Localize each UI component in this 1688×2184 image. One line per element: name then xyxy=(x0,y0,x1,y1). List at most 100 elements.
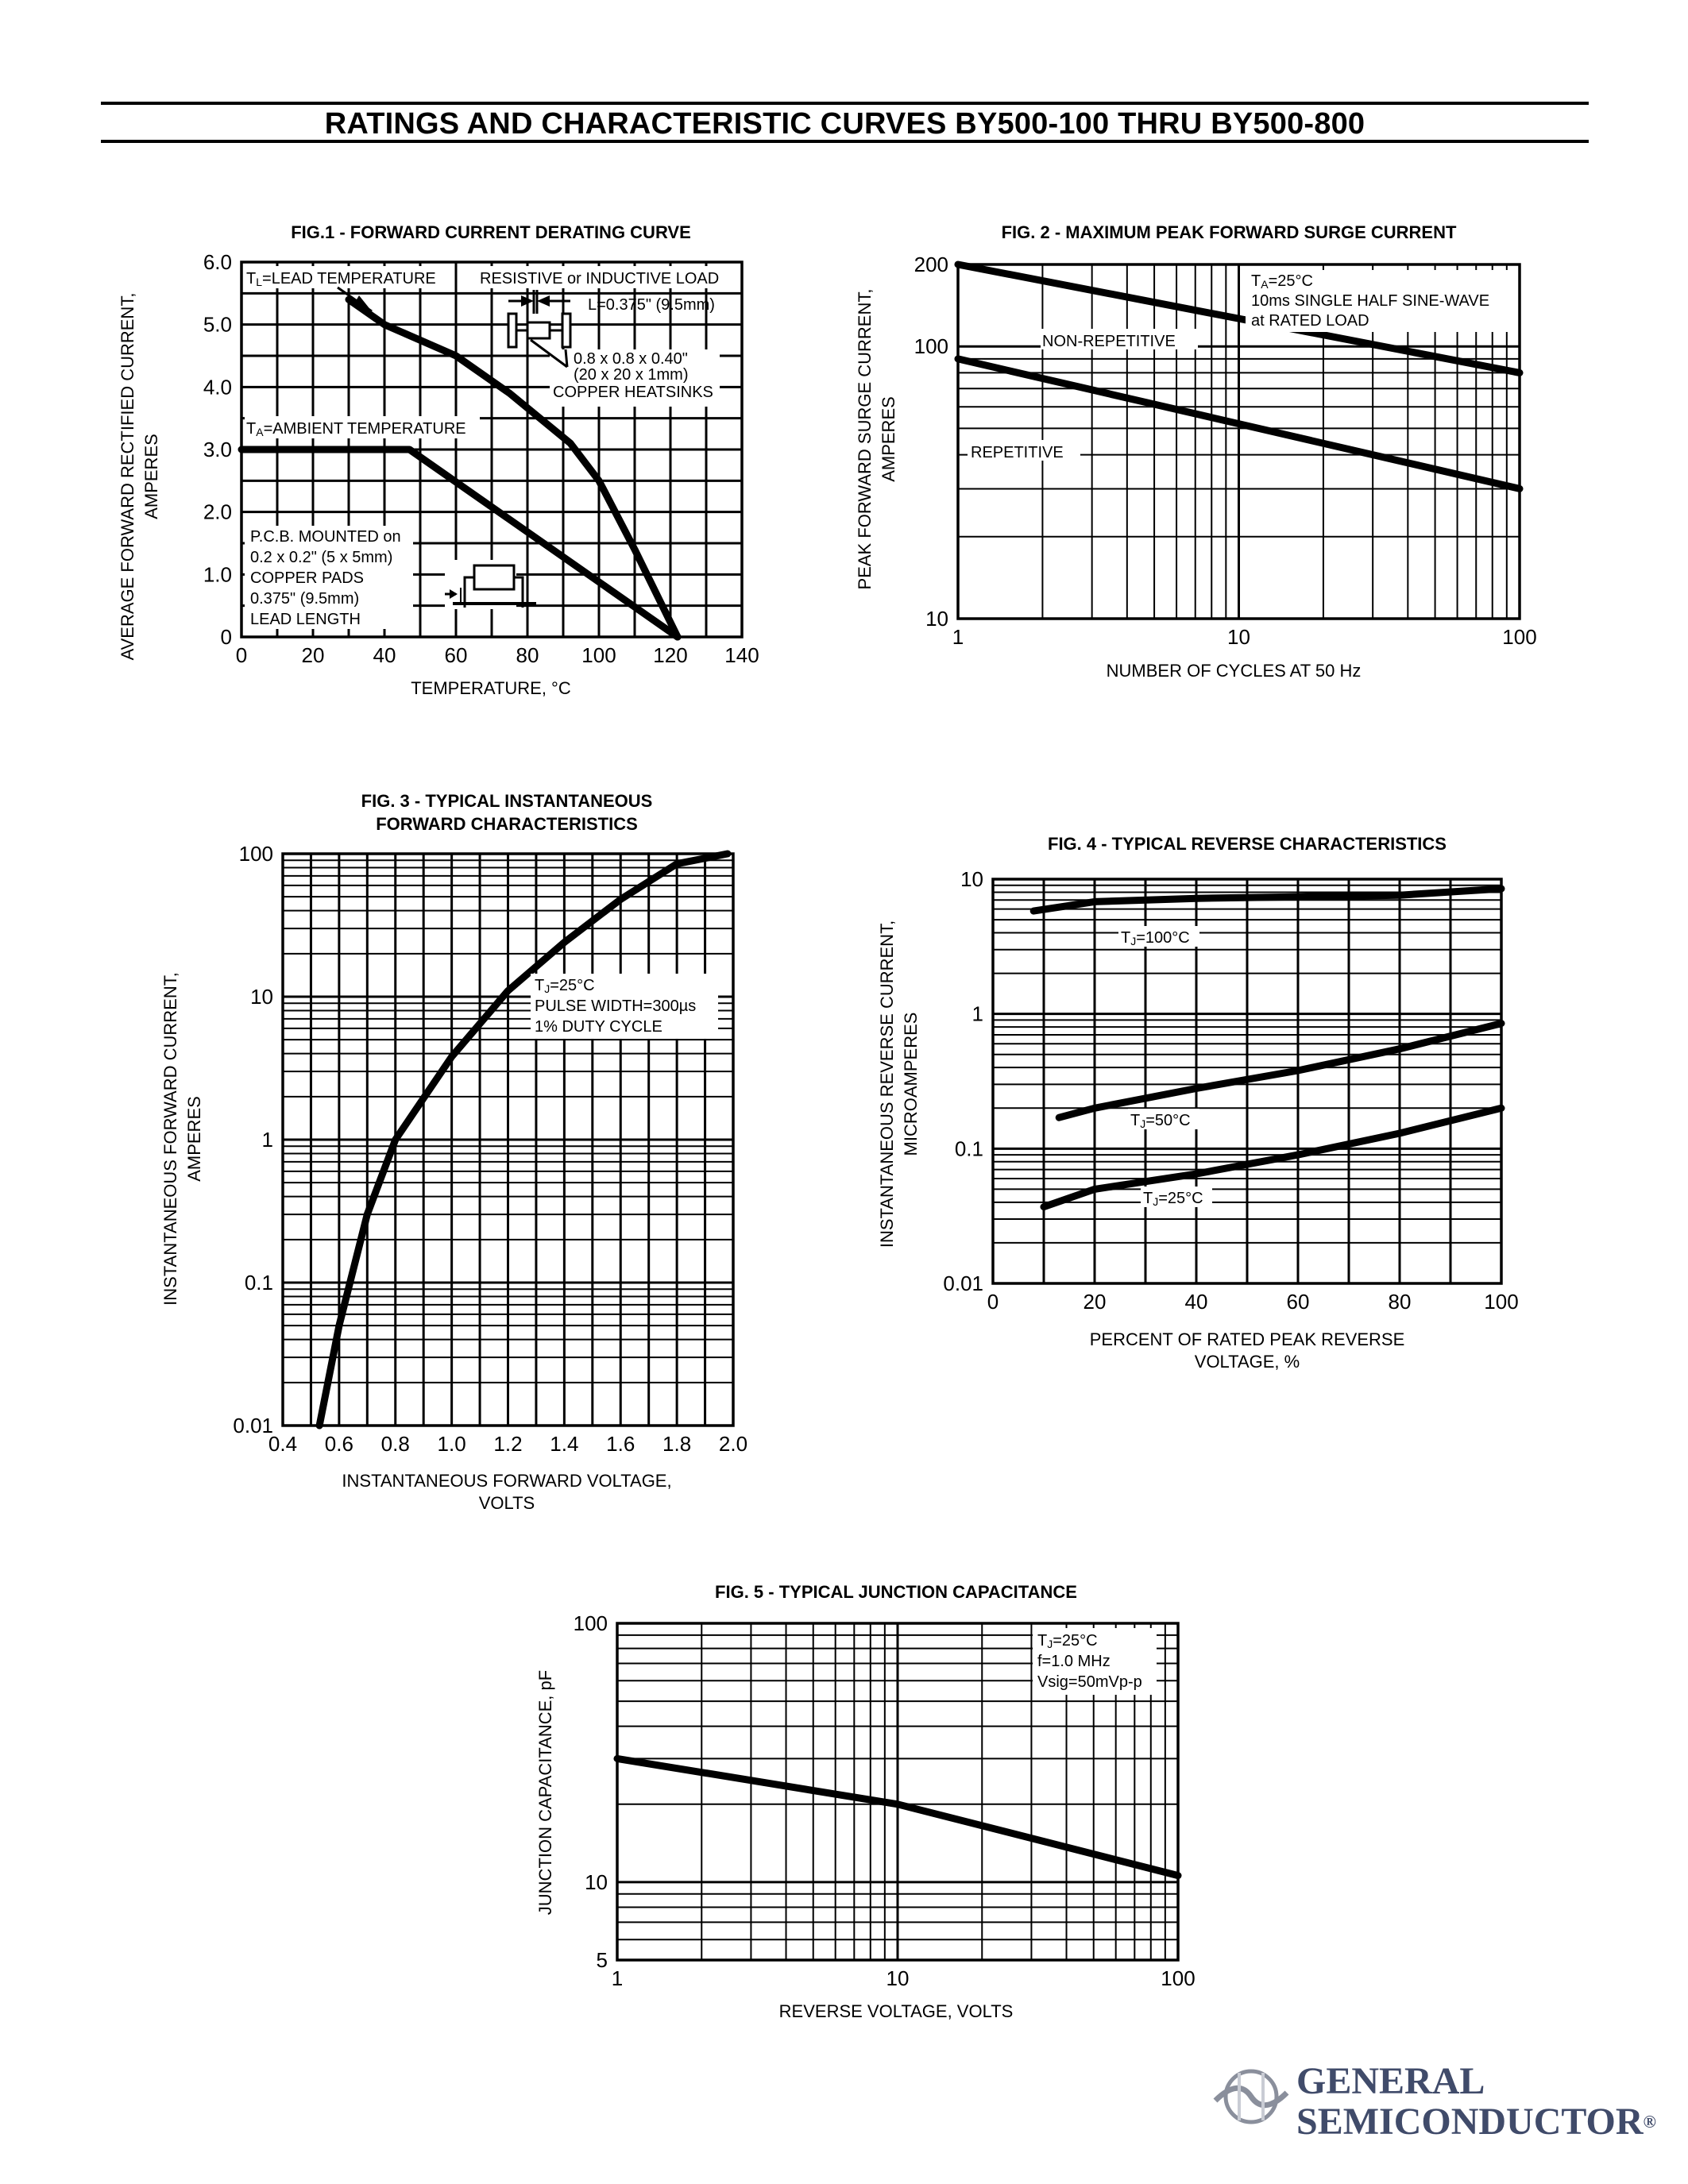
fig5-xtick-1: 10 xyxy=(886,1966,910,1990)
fig1-xtick-0: 0 xyxy=(236,643,247,667)
fig5-curve xyxy=(613,1754,1182,1880)
fig1-plot-frame xyxy=(240,260,744,639)
fig3-cond-2: PULSE WIDTH=300µs xyxy=(535,997,696,1015)
fig1-ytick-2: 2.0 xyxy=(203,500,232,524)
fig4-xlabel-1: PERCENT OF RATED PEAK REVERSE xyxy=(1090,1329,1405,1349)
fig3-ytick-3: 10 xyxy=(250,985,273,1009)
fig1-ticks: 0 20 40 60 80 100 120 140 0 1.0 2.0 3.0 4.0 5.0 6.0 xyxy=(203,250,759,667)
fig4-ticks: 0 20 40 60 80 100 0.01 0.1 1 10 xyxy=(943,867,1518,1314)
fig1-title: FIG.1 - FORWARD CURRENT DERATING CURVE xyxy=(291,222,691,242)
fig5-ytick-0: 5 xyxy=(597,1948,608,1972)
fig5-xtick-0: 1 xyxy=(612,1966,623,1990)
fig5-ylabel: JUNCTION CAPACITANCE, pF xyxy=(535,1670,555,1915)
fig2-rep-label: REPETITIVE xyxy=(971,444,1064,461)
fig3-xtick-4: 1.2 xyxy=(493,1432,522,1456)
fig4-xtick-5: 100 xyxy=(1484,1290,1518,1314)
fig5-grid xyxy=(616,1622,1180,1962)
fig1-ytick-3: 3.0 xyxy=(203,438,232,461)
fig4-series-2-line xyxy=(1040,1104,1505,1211)
general-semiconductor-logo: GENERAL SEMICONDUCTOR® xyxy=(1207,2053,1656,2141)
fig1-xtick-6: 120 xyxy=(653,643,687,667)
fig3-series-0-line xyxy=(315,850,732,1430)
fig4-curves xyxy=(1029,885,1505,1211)
logo-line1-text: GENERAL xyxy=(1296,2060,1485,2102)
fig1-hs-arrow2 xyxy=(564,349,569,368)
fig2-xlabel: NUMBER OF CYCLES AT 50 Hz xyxy=(1107,661,1362,681)
top-rule xyxy=(101,102,1589,105)
fig1-hs-arrow1 xyxy=(530,338,568,369)
fig1-pcb-5: LEAD LENGTH xyxy=(250,611,361,628)
fig1-load-bg xyxy=(475,266,731,288)
fig1-hs3: COPPER HEATSINKS xyxy=(553,384,713,401)
fig1-ylabel-1: AVERAGE FORWARD RECTIFIED CURRENT, xyxy=(118,293,137,661)
fig1-xtick-7: 140 xyxy=(724,643,759,667)
fig4-xtick-1: 20 xyxy=(1083,1290,1107,1314)
fig2-ylabel-2: AMPERES xyxy=(879,396,898,482)
logo-line1: GENERAL xyxy=(1296,2062,1656,2103)
fig3-xlabel-2: VOLTS xyxy=(479,1493,535,1513)
fig4-s1-bg xyxy=(1118,926,1199,947)
fig3-plot-frame xyxy=(281,852,735,1427)
fig3-xlabel-1: INSTANTANEOUS FORWARD VOLTAGE, xyxy=(342,1471,671,1491)
fig4-ytick-1: 0.1 xyxy=(955,1136,983,1160)
fig1-xtick-4: 80 xyxy=(516,643,539,667)
fig2-series-0-line xyxy=(954,260,1524,376)
fig4-ylabel-1: INSTANTANEOUS REVERSE CURRENT, xyxy=(877,920,897,1248)
page-title: RATINGS AND CHARACTERISTIC CURVES BY500-… xyxy=(324,107,1365,141)
fig5-ticks: 1 10 100 5 10 100 xyxy=(574,1611,1196,1990)
fig2-nonrep-bg xyxy=(1041,329,1198,349)
fig1-ta-bg xyxy=(245,416,480,438)
fig3-xtick-8: 2.0 xyxy=(719,1432,747,1456)
logo-line2-text: SEMICONDUCTOR xyxy=(1296,2101,1644,2143)
fig4-s3-label: TJ=25°C xyxy=(1143,1190,1203,1208)
fig1-heatsink-diagram xyxy=(507,290,572,349)
fig3-xtick-7: 1.8 xyxy=(662,1432,691,1456)
fig4-series-0-line xyxy=(1029,885,1505,915)
fig3-ytick-1: 0.1 xyxy=(245,1271,273,1295)
fig4-grid xyxy=(991,878,1503,1285)
fig5-xlabel: REVERSE VOLTAGE, VOLTS xyxy=(779,2001,1014,2021)
fig3-ylabel-1: INSTANTANEOUS FORWARD CURRENT, xyxy=(160,972,180,1306)
fig3-ytick-0: 0.01 xyxy=(233,1414,273,1437)
fig4-ytick-3: 10 xyxy=(960,867,983,891)
fig3-grid xyxy=(281,852,735,1427)
fig4-ytick-2: 1 xyxy=(972,1002,983,1026)
fig4-ytick-0: 0.01 xyxy=(943,1271,983,1295)
fig3-xtick-5: 1.4 xyxy=(550,1432,578,1456)
fig5-series-0-line xyxy=(613,1754,1182,1880)
fig1-xtick-1: 20 xyxy=(302,643,325,667)
fig2-grid xyxy=(956,263,1521,620)
fig1-ytick-4: 4.0 xyxy=(203,375,232,399)
fig5-ytick-1: 10 xyxy=(585,1870,608,1894)
fig2-series-1-line xyxy=(954,355,1524,492)
fig1-xtick-2: 40 xyxy=(373,643,396,667)
fig1-ta-label: TA=AMBIENT TEMPERATURE xyxy=(246,420,466,438)
fig1-pcb-diagram xyxy=(445,560,536,609)
fig5-cond-1: TJ=25°C xyxy=(1037,1632,1098,1650)
fig3-ylabel-2: AMPERES xyxy=(184,1096,204,1182)
fig3-xtick-1: 0.6 xyxy=(325,1432,353,1456)
fig2-title: FIG. 2 - MAXIMUM PEAK FORWARD SURGE CURR… xyxy=(1002,222,1457,242)
fig1-series-0-line xyxy=(345,295,682,641)
fig4-xtick-2: 40 xyxy=(1185,1290,1208,1314)
logo-line2: SEMICONDUCTOR® xyxy=(1296,2103,1656,2143)
fig2-ytick-1: 100 xyxy=(914,334,948,358)
fig1-pcb-3: COPPER PADS xyxy=(250,569,364,587)
fig2-cond-3: at RATED LOAD xyxy=(1251,312,1369,330)
fig1-ylabel-2: AMPERES xyxy=(141,434,161,519)
fig1-pcb-4: 0.375" (9.5mm) xyxy=(250,590,359,608)
fig1-tl-arrowhead xyxy=(354,295,372,311)
fig1-curves xyxy=(238,295,682,641)
fig5-plot-frame xyxy=(616,1622,1180,1962)
fig5-cond-bg xyxy=(1033,1628,1157,1695)
fig2-xtick-1: 10 xyxy=(1227,625,1250,649)
fig4-xtick-4: 80 xyxy=(1389,1290,1412,1314)
fig1-ytick-5: 5.0 xyxy=(203,313,232,337)
fig3-ytick-2: 1 xyxy=(262,1128,273,1152)
fig1-pcb-2: 0.2 x 0.2" (5 x 5mm) xyxy=(250,549,392,566)
fig1-series-1-line xyxy=(238,446,682,641)
title-underline xyxy=(101,140,1589,143)
